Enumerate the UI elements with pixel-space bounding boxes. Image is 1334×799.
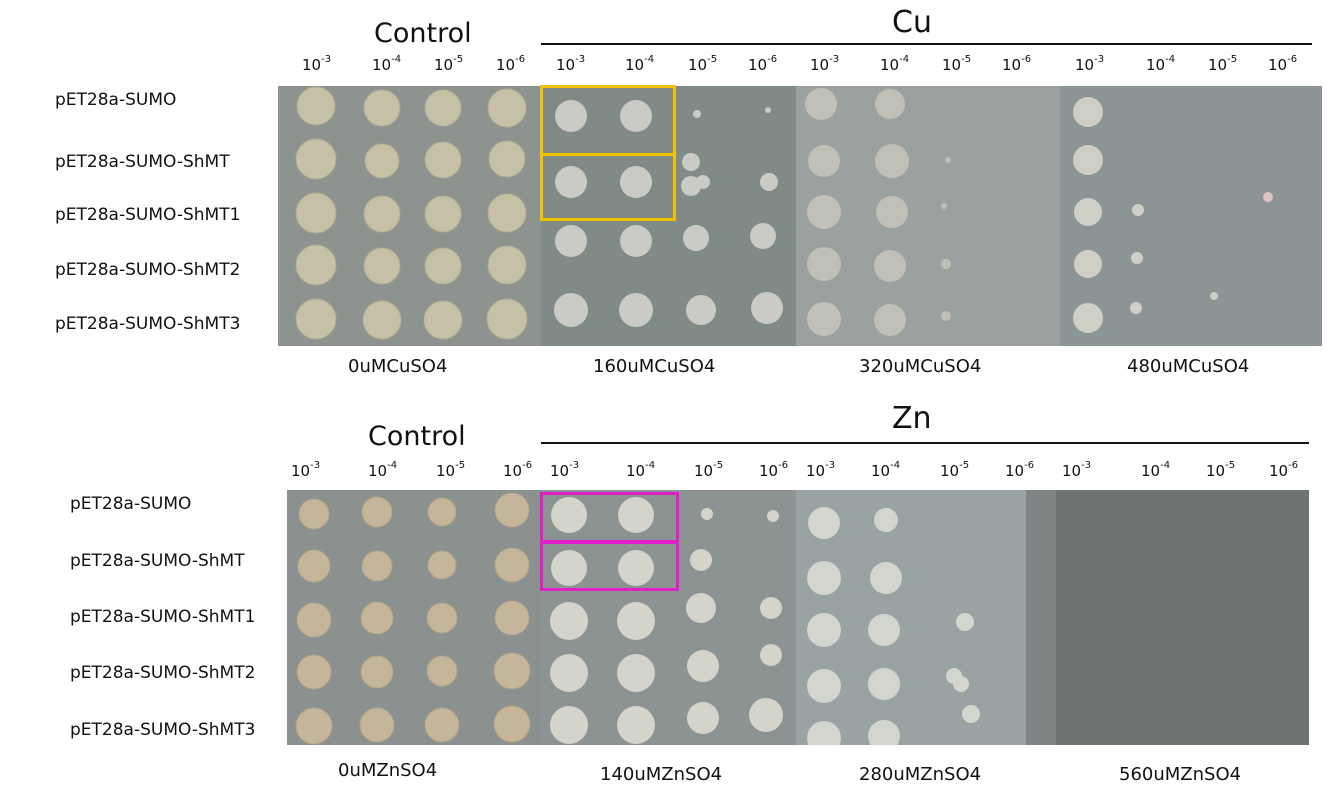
cu-control-title: Control <box>374 18 472 49</box>
cu-plate-0um-image <box>278 86 541 346</box>
zn-dilution: 10-4 <box>626 460 656 480</box>
zn-highlight-box <box>540 492 679 544</box>
cu-strain-label: pET28a-SUMO <box>55 90 177 110</box>
cu-metal-title: Cu <box>892 5 932 40</box>
zn-plate-560um <box>1026 490 1309 745</box>
zn-control-title: Control <box>368 421 466 452</box>
zn-plate-140um <box>541 490 796 745</box>
zn-concentration-label: 560uMZnSO4 <box>1119 764 1242 785</box>
cu-concentration-label: 320uMCuSO4 <box>859 356 982 377</box>
cu-highlight-box <box>540 85 676 156</box>
zn-dilution: 10-3 <box>550 460 580 480</box>
zn-strain-label: pET28a-SUMO <box>70 494 192 514</box>
cu-dilution: 10-3 <box>556 54 586 74</box>
cu-strain-label: pET28a-SUMO-ShMT3 <box>55 314 241 334</box>
cu-highlight-box <box>540 153 676 221</box>
zn-plate-0um <box>287 490 541 745</box>
cu-dilution: 10-6 <box>1002 54 1032 74</box>
cu-plate-320um-image <box>796 86 1060 346</box>
zn-concentration-label: 140uMZnSO4 <box>600 764 723 785</box>
zn-dilution: 10-6 <box>759 460 789 480</box>
cu-concentration-label: 0uMCuSO4 <box>348 356 448 377</box>
cu-plate-160um <box>541 86 796 346</box>
cu-strain-label: pET28a-SUMO-ShMT <box>55 152 230 172</box>
cu-dilution: 10-6 <box>1268 54 1298 74</box>
cu-concentration-label: 480uMCuSO4 <box>1127 356 1250 377</box>
zn-dilution: 10-3 <box>806 460 836 480</box>
cu-dilution: 10-6 <box>748 54 778 74</box>
cu-plate-320um <box>796 86 1060 346</box>
cu-plate-160um-image <box>541 86 796 346</box>
zn-strain-label: pET28a-SUMO-ShMT2 <box>70 663 256 683</box>
cu-dilution: 10-4 <box>880 54 910 74</box>
zn-dilution: 10-5 <box>940 460 970 480</box>
zn-dilution: 10-6 <box>1005 460 1035 480</box>
cu-plate-0um <box>278 86 541 346</box>
cu-dilution: 10-3 <box>1075 54 1105 74</box>
cu-dilution: 10-3 <box>302 54 332 74</box>
zn-plate-0um-image <box>287 490 541 745</box>
cu-concentration-label: 160uMCuSO4 <box>593 356 716 377</box>
zn-strain-label: pET28a-SUMO-ShMT <box>70 551 245 571</box>
cu-dilution: 10-3 <box>810 54 840 74</box>
cu-dilution: 10-4 <box>372 54 402 74</box>
zn-plate-280um-image <box>796 490 1026 745</box>
cu-plate-480um <box>1060 86 1322 346</box>
cu-dilution: 10-6 <box>496 54 526 74</box>
cu-title-rule <box>541 43 1312 45</box>
zn-plate-280um <box>796 490 1026 745</box>
zn-dilution: 10-3 <box>1062 460 1092 480</box>
zn-highlight-box <box>540 540 679 591</box>
zn-dilution: 10-6 <box>1269 460 1299 480</box>
cu-dilution: 10-5 <box>942 54 972 74</box>
zn-dilution: 10-4 <box>368 460 398 480</box>
cu-dilution: 10-5 <box>688 54 718 74</box>
cu-strain-label: pET28a-SUMO-ShMT1 <box>55 205 241 225</box>
zn-metal-title: Zn <box>892 401 932 436</box>
zn-dilution: 10-6 <box>503 460 533 480</box>
cu-dilution: 10-4 <box>625 54 655 74</box>
cu-dilution: 10-5 <box>1208 54 1238 74</box>
zn-title-rule <box>541 442 1309 444</box>
zn-dilution: 10-5 <box>436 460 466 480</box>
cu-strain-label: pET28a-SUMO-ShMT2 <box>55 260 241 280</box>
zn-concentration-label: 0uMZnSO4 <box>338 760 438 781</box>
zn-strain-label: pET28a-SUMO-ShMT3 <box>70 720 256 740</box>
cu-dilution: 10-4 <box>1146 54 1176 74</box>
cu-plate-480um-image <box>1060 86 1322 346</box>
zn-plate-560um-image <box>1026 490 1309 745</box>
zn-dilution: 10-3 <box>291 460 321 480</box>
zn-dilution: 10-5 <box>1206 460 1236 480</box>
zn-dilution: 10-4 <box>871 460 901 480</box>
cu-dilution: 10-5 <box>434 54 464 74</box>
zn-plate-140um-image <box>541 490 796 745</box>
zn-dilution: 10-5 <box>694 460 724 480</box>
zn-concentration-label: 280uMZnSO4 <box>859 764 982 785</box>
zn-strain-label: pET28a-SUMO-ShMT1 <box>70 607 256 627</box>
zn-dilution: 10-4 <box>1141 460 1171 480</box>
